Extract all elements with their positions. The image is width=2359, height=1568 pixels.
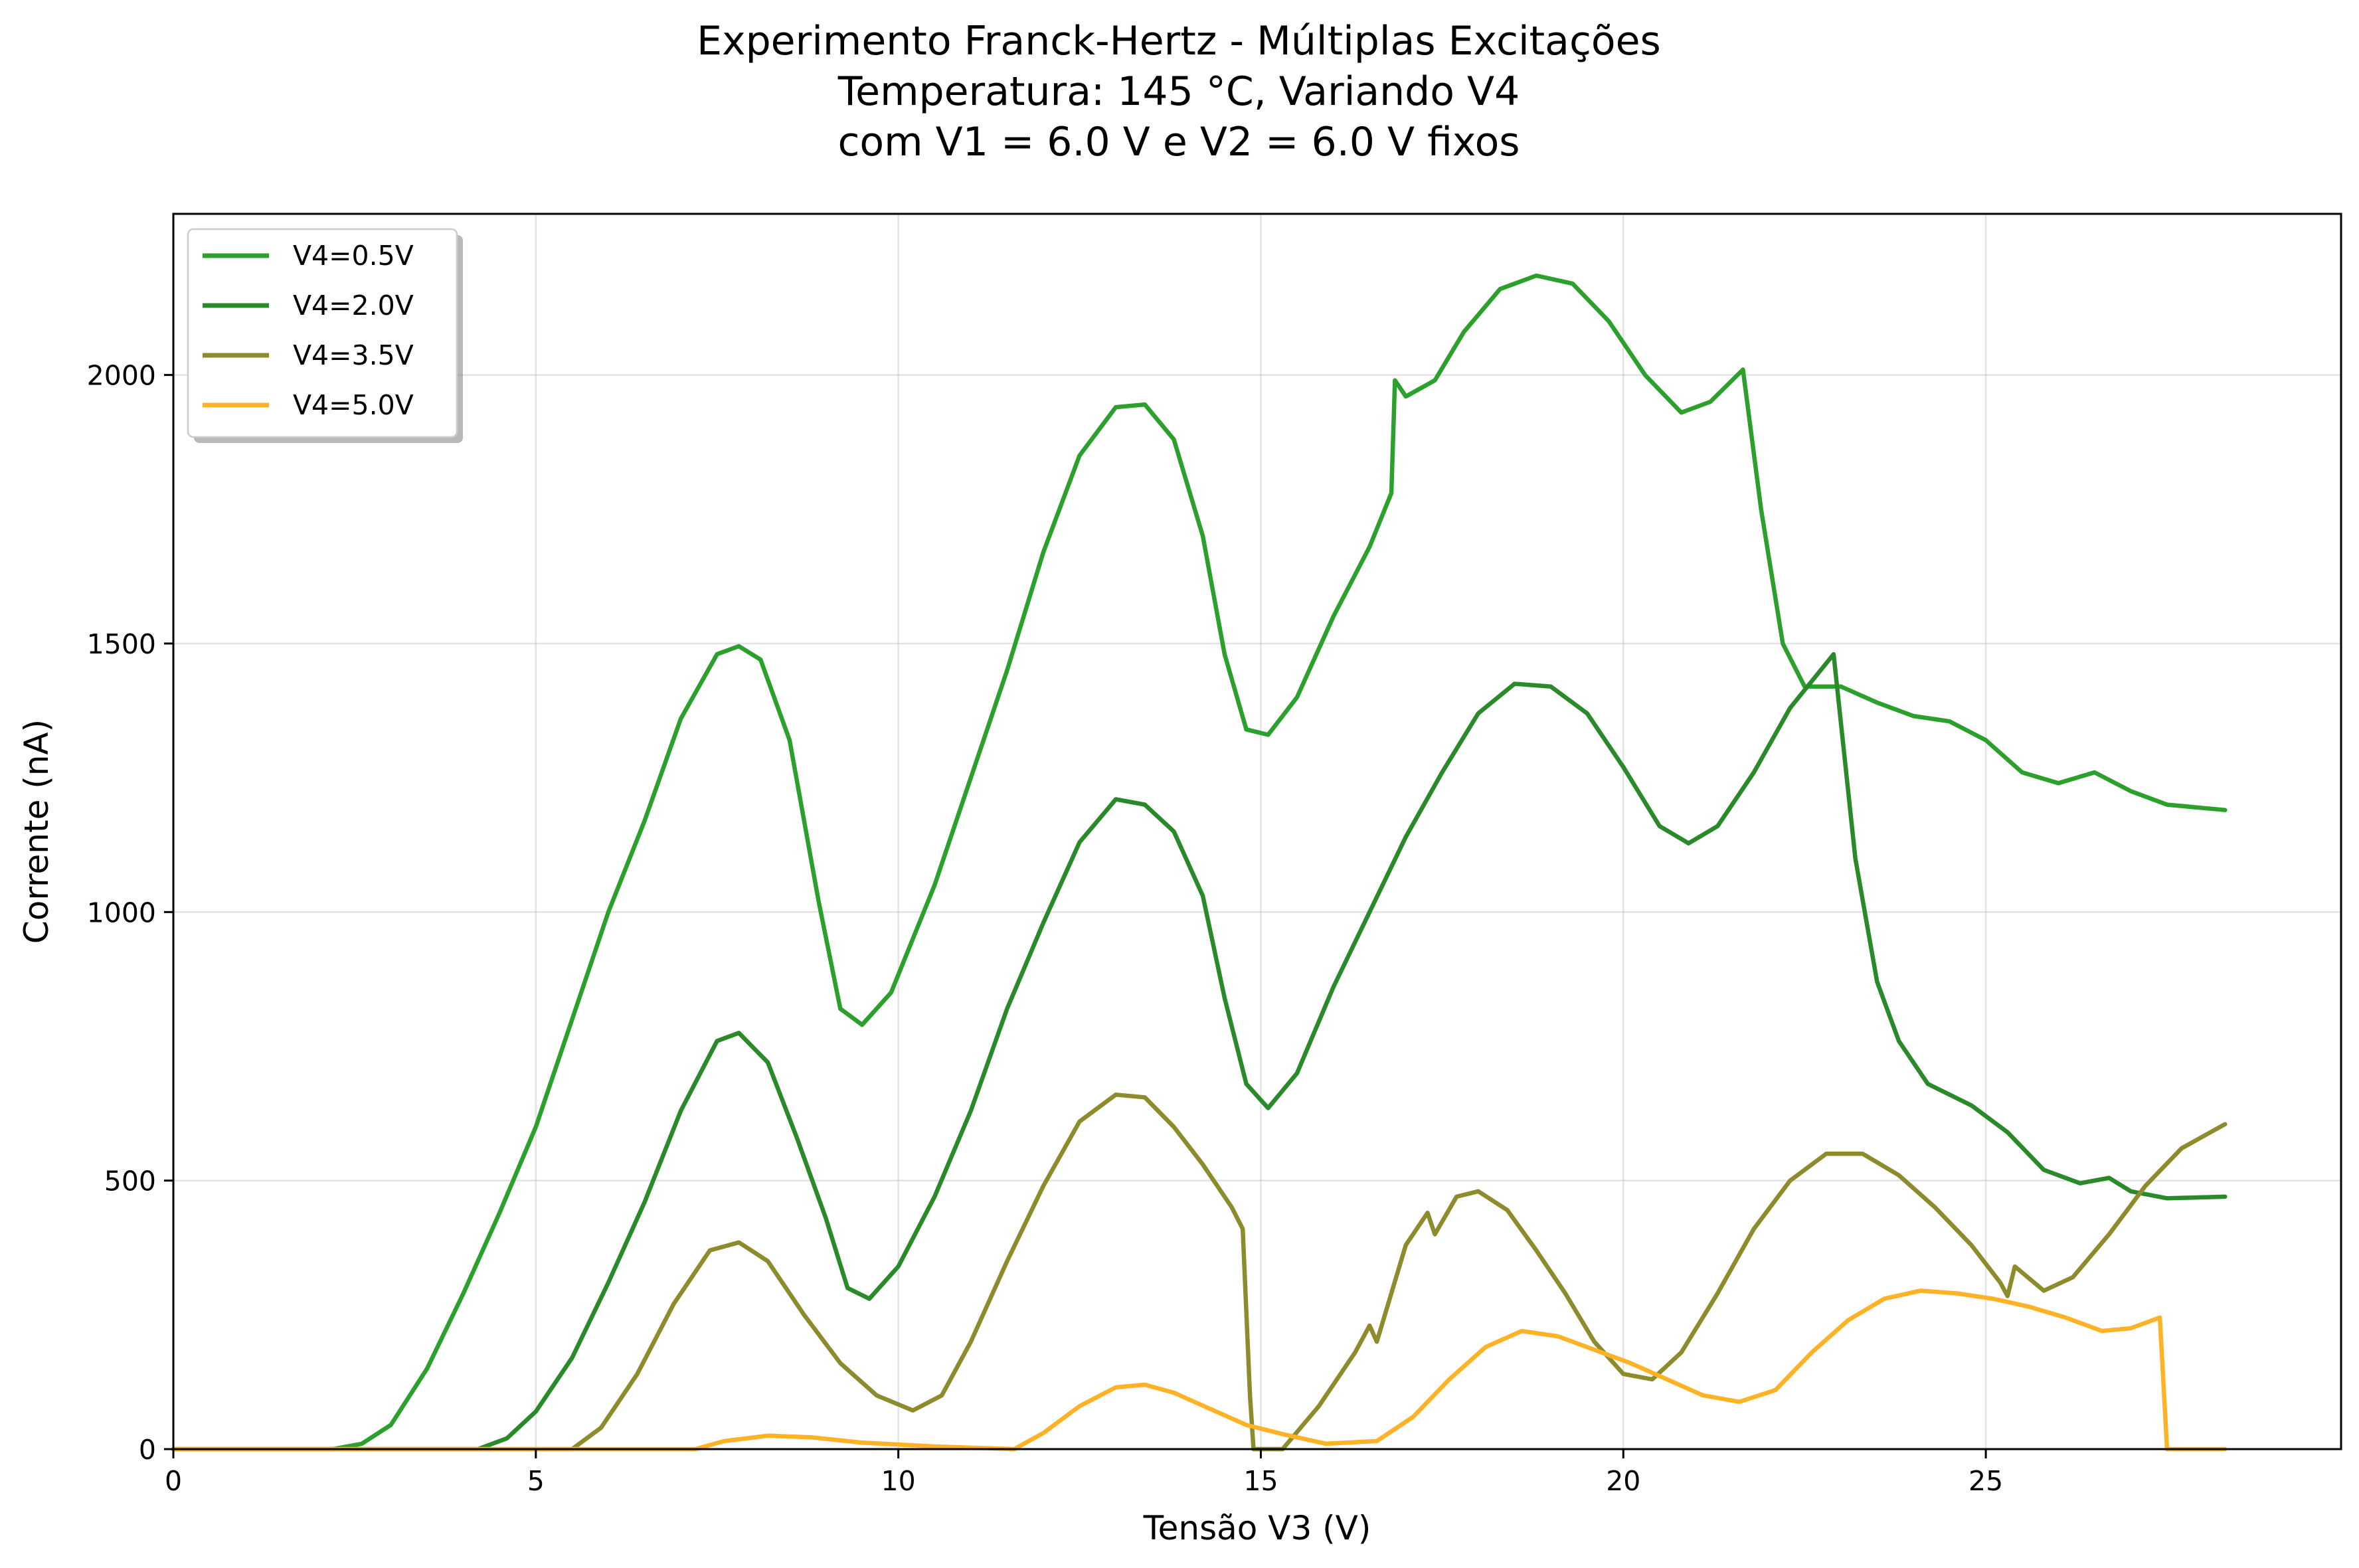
chart-title: Experimento Franck-Hertz - Múltiplas Exc… [697, 18, 1661, 165]
series-line-3 [171, 1092, 2228, 1452]
series-line-2 [171, 652, 2228, 1452]
legend-box [187, 228, 458, 438]
x-tick-label: 15 [1243, 1465, 1278, 1497]
x-tick-label: 5 [527, 1465, 545, 1497]
legend-label: V4=0.5V [293, 240, 414, 272]
y-tick-label: 0 [139, 1434, 156, 1466]
legend-label: V4=5.0V [293, 389, 414, 421]
y-tick-label: 1500 [87, 628, 156, 660]
x-axis-label: Tensão V3 (V) [1143, 1509, 1371, 1547]
chart-title-line-3: com V1 = 6.0 V e V2 = 6.0 V fixos [837, 119, 1520, 165]
y-tick-label: 500 [104, 1166, 156, 1197]
chart-title-line-2: Temperatura: 145 °C, Variando V4 [837, 68, 1520, 115]
legend: V4=0.5V V4=2.0V V4=3.5V V4=5.0V [187, 228, 463, 443]
y-tick-label: 1000 [87, 897, 156, 928]
legend-label: V4=3.5V [293, 339, 414, 371]
legend-label: V4=2.0V [293, 290, 414, 321]
series-line-1 [171, 273, 2228, 1452]
x-tick-label: 10 [881, 1465, 916, 1497]
x-tick-label: 20 [1606, 1465, 1640, 1497]
x-tick-label: 0 [165, 1465, 182, 1497]
y-axis-label: Corrente (nA) [17, 719, 56, 944]
y-tick-label: 2000 [87, 360, 156, 392]
x-tick-label: 25 [1968, 1465, 2003, 1497]
axis-ticks: 0 5 10 15 20 25 0 500 1000 1500 2000 [87, 360, 2004, 1497]
plot-frame [172, 213, 2342, 1450]
plot-series [171, 273, 2228, 1452]
chart-title-line-1: Experimento Franck-Hertz - Múltiplas Exc… [697, 18, 1661, 64]
